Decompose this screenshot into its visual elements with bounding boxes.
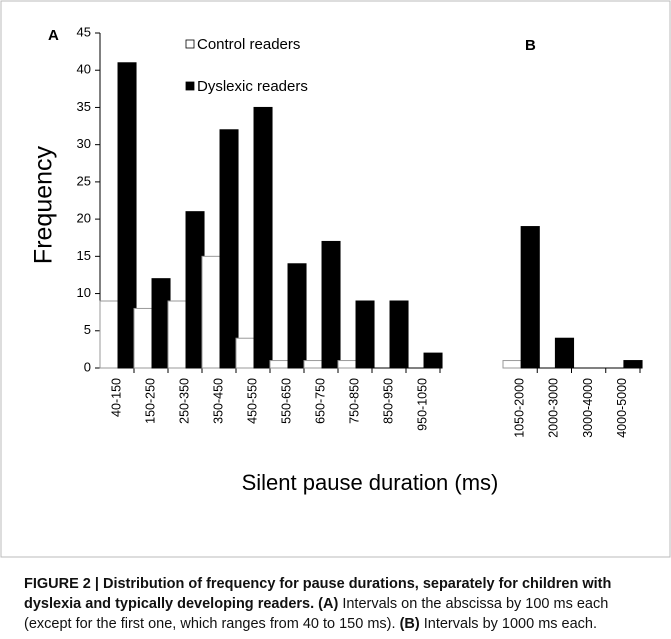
- y-tick-label: 0: [84, 359, 91, 374]
- x-tick-label: 550-650: [279, 378, 293, 424]
- legend-swatch: [185, 39, 195, 49]
- bar: [151, 278, 171, 369]
- bar: [201, 255, 221, 369]
- bar: [303, 360, 323, 369]
- bar: [389, 300, 409, 369]
- legend-swatch: [185, 81, 195, 91]
- caption-part: (A): [318, 596, 339, 612]
- bar: [554, 337, 575, 369]
- y-tick-label: 20: [77, 211, 91, 226]
- bar: [423, 352, 443, 369]
- y-tick-label: 15: [77, 248, 91, 263]
- y-tick-label: 35: [77, 99, 91, 114]
- y-tick-label: 45: [77, 24, 91, 39]
- caption: FIGURE 2 | Distribution of frequency for…: [24, 574, 654, 634]
- x-tick-label: 2000-3000: [547, 378, 561, 438]
- y-tick-label: 30: [77, 136, 91, 151]
- bar: [253, 106, 273, 369]
- x-tick-label: 750-850: [347, 378, 361, 424]
- y-tick-label: 40: [77, 62, 91, 77]
- x-tick-label: 3000-4000: [581, 378, 595, 438]
- bar: [337, 360, 357, 369]
- bar: [355, 300, 375, 369]
- bar: [287, 263, 307, 369]
- y-tick-label: 5: [84, 322, 91, 337]
- bar: [219, 129, 239, 369]
- bar: [321, 240, 341, 369]
- x-tick-label: 350-450: [211, 378, 225, 424]
- caption-part: (B): [399, 616, 420, 632]
- y-tick-label: 25: [77, 173, 91, 188]
- x-tick-label: 650-750: [313, 378, 327, 424]
- caption-part: Intervals on the abscissa by 100 ms each…: [24, 596, 609, 632]
- caption-part: Intervals by 1000 ms each.: [423, 616, 598, 632]
- bar: [117, 62, 137, 369]
- panel-label: A: [48, 27, 59, 44]
- y-tick-label: 10: [77, 285, 91, 300]
- x-axis-label: Silent pause duration (ms): [242, 470, 499, 495]
- x-tick-label: 40-150: [109, 378, 123, 417]
- x-tick-label: 1050-2000: [512, 378, 526, 438]
- bar: [269, 360, 289, 369]
- y-axis-label: Frequency: [30, 145, 58, 264]
- bar: [185, 211, 205, 369]
- panel-label: B: [525, 37, 536, 54]
- bar: [133, 307, 153, 369]
- x-tick-label: 250-350: [177, 378, 191, 424]
- x-tick-label: 950-1050: [415, 378, 429, 431]
- x-tick-label: 4000-5000: [615, 378, 629, 438]
- frame: [0, 0, 671, 558]
- x-tick-label: 450-550: [245, 378, 259, 424]
- x-tick-label: 850-950: [381, 378, 395, 424]
- bar: [623, 360, 643, 369]
- caption-heading: FIGURE 2 | Distribution of frequency for…: [24, 576, 612, 612]
- legend-label: Control readers: [197, 36, 300, 53]
- bar: [235, 337, 255, 369]
- chart: 0 5 10 15 20 25 30 35 40 45 Frequency Silent pause …: [0, 0, 671, 558]
- legend-label: Dyslexic readers: [197, 78, 308, 95]
- x-tick-label: 150-250: [143, 378, 157, 424]
- bar: [99, 300, 119, 369]
- bar: [502, 360, 522, 369]
- bar: [520, 226, 540, 369]
- bar: [167, 300, 187, 369]
